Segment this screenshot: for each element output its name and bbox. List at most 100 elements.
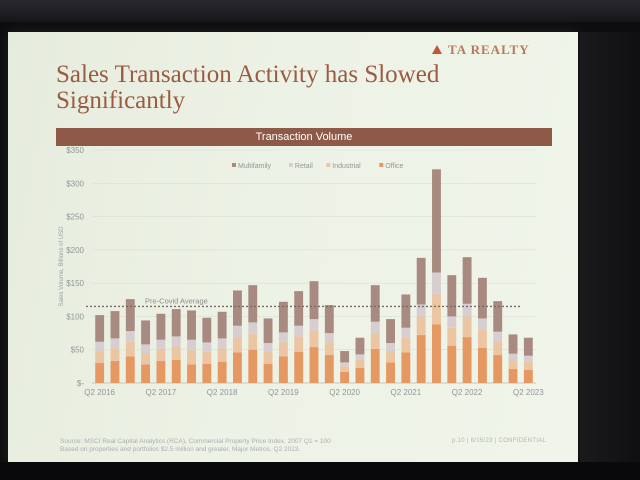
- bar-segment-retail: [263, 343, 273, 352]
- bar-segment-industrial: [432, 294, 441, 325]
- bar-segment-multifamily: [278, 301, 288, 333]
- bar-segment-office: [95, 363, 105, 383]
- bar-segment-multifamily: [493, 301, 503, 332]
- slide-title: Sales Transaction Activity has Slowed Si…: [56, 62, 496, 114]
- bar-segment-retail: [462, 303, 472, 317]
- bar-segment-office: [278, 356, 288, 383]
- y-tick-label: $200: [66, 246, 84, 255]
- screen-top-edge: [0, 0, 640, 22]
- bar-segment-office: [217, 361, 227, 383]
- bar-segment-multifamily: [340, 351, 350, 363]
- bar-segment-industrial: [248, 333, 258, 350]
- bar-segment-multifamily: [110, 311, 120, 339]
- bar-segment-retail: [340, 362, 350, 367]
- bar-segment-multifamily: [233, 290, 242, 326]
- bar-segment-industrial: [462, 316, 472, 338]
- bar-segment-industrial: [95, 351, 105, 364]
- bar-segment-office: [263, 363, 273, 383]
- bar-segment-retail: [508, 353, 518, 361]
- bar-segment-retail: [432, 272, 441, 295]
- bar-segment-industrial: [493, 341, 503, 356]
- bar-segment-industrial: [278, 342, 288, 357]
- bar-segment-industrial: [156, 349, 166, 362]
- x-tick-label: Q2 2021: [391, 388, 422, 397]
- footnote-line2: Based on properties and portfolios $2.5 …: [60, 446, 301, 453]
- bar-segment-multifamily: [432, 169, 441, 273]
- bar-segment-industrial: [324, 342, 334, 356]
- bar-segment-office: [523, 369, 533, 383]
- y-axis-title: Sales Volume, Billions of USD: [59, 226, 65, 307]
- bar-segment-multifamily: [386, 319, 395, 344]
- bar-segment-multifamily: [95, 315, 105, 342]
- bar-segment-retail: [233, 325, 242, 338]
- bar-segment-industrial: [355, 359, 365, 368]
- bar-segment-office: [141, 364, 151, 383]
- y-tick-label: $-: [77, 379, 84, 388]
- bar-segment-retail: [386, 343, 395, 352]
- bar-segment-industrial: [294, 336, 304, 352]
- bar-segment-multifamily: [263, 318, 273, 344]
- presentation-slide: [8, 32, 578, 464]
- bar-segment-office: [171, 359, 181, 383]
- page-footer: p.10 | 8/15/23 | CONFIDENTIAL: [452, 438, 547, 444]
- y-tick-label: $50: [71, 346, 85, 355]
- bar-segment-industrial: [233, 337, 242, 353]
- brand-triangle-icon: [432, 45, 442, 54]
- legend-swatch-industrial: [326, 163, 331, 167]
- bar-segment-office: [324, 355, 334, 383]
- bar-segment-office: [355, 367, 365, 383]
- bar-segment-industrial: [386, 351, 395, 363]
- bar-segment-office: [508, 369, 518, 383]
- bar-segment-industrial: [141, 353, 151, 365]
- bar-segment-retail: [309, 319, 319, 331]
- y-tick-label: $250: [66, 213, 84, 222]
- x-tick-label: Q2 2019: [268, 388, 299, 397]
- x-tick-label: Q2 2017: [146, 388, 177, 397]
- bar-segment-retail: [278, 332, 288, 343]
- legend-label-multifamily: Multifamily: [238, 163, 272, 170]
- bar-segment-retail: [248, 322, 258, 334]
- bar-segment-office: [233, 352, 242, 383]
- bar-segment-multifamily: [309, 281, 319, 320]
- legend-swatch-multifamily: [232, 163, 236, 167]
- bar-segment-multifamily: [416, 257, 426, 305]
- bar-segment-multifamily: [523, 337, 533, 356]
- bar-segment-multifamily: [141, 320, 151, 345]
- bar-segment-multifamily: [248, 285, 258, 323]
- bar-segment-industrial: [416, 316, 426, 336]
- bar-segment-office: [202, 363, 212, 383]
- bar-segment-office: [187, 364, 196, 383]
- bar-segment-office: [432, 324, 441, 383]
- legend-label-retail: Retail: [295, 163, 313, 170]
- bar-segment-retail: [125, 331, 135, 342]
- brand-name: TA REALTY: [448, 42, 530, 57]
- bar-segment-retail: [324, 333, 334, 343]
- bar-segment-multifamily: [294, 291, 304, 326]
- bar-segment-industrial: [340, 366, 350, 372]
- legend-swatch-retail: [288, 163, 293, 167]
- bar-segment-multifamily: [355, 337, 365, 355]
- bar-segment-multifamily: [447, 275, 457, 317]
- bar-segment-retail: [202, 342, 212, 352]
- bar-segment-industrial: [370, 333, 380, 350]
- legend-label-industrial: Industrial: [332, 163, 361, 170]
- bar-segment-industrial: [202, 351, 212, 364]
- footnote-line1: Source: MSCI Real Capital Analytics (RCA…: [60, 438, 331, 445]
- bar-segment-retail: [401, 327, 411, 338]
- slide-title-line1: Sales Transaction Activity has Slowed: [56, 61, 440, 88]
- x-tick-label: Q2 2023: [513, 388, 544, 397]
- slide-title-line2: Significantly: [56, 87, 186, 114]
- bar-segment-retail: [355, 354, 365, 360]
- bar-segment-industrial: [125, 341, 135, 357]
- y-tick-label: $100: [66, 312, 84, 321]
- bar-segment-retail: [370, 321, 380, 334]
- x-tick-label: Q2 2018: [207, 388, 238, 397]
- x-tick-label: Q2 2016: [84, 388, 115, 397]
- bar-segment-multifamily: [217, 311, 227, 339]
- dark-background: [580, 32, 640, 464]
- y-tick-label: $150: [66, 279, 84, 288]
- bar-segment-retail: [294, 325, 304, 337]
- bar-segment-office: [294, 351, 304, 383]
- bar-segment-office: [477, 347, 487, 383]
